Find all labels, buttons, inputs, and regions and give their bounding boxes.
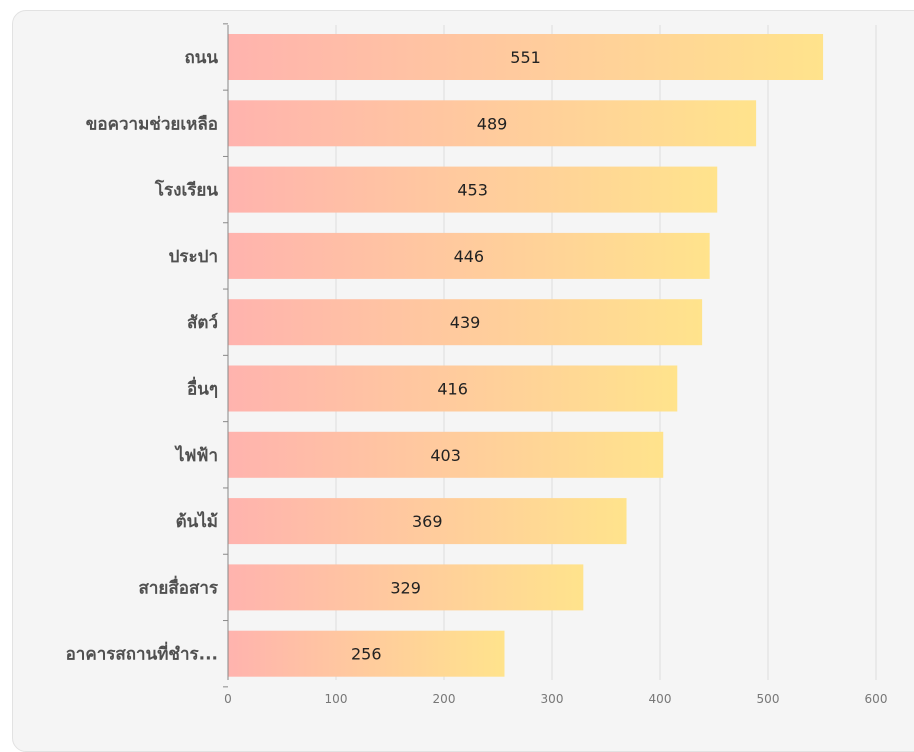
x-tick-label: 200 <box>433 692 456 706</box>
x-tick-label: 500 <box>757 692 780 706</box>
data-label: 453 <box>457 181 488 200</box>
bar[interactable] <box>228 564 584 611</box>
bar[interactable] <box>228 232 710 279</box>
data-label: 416 <box>437 380 468 399</box>
bar[interactable] <box>228 299 703 346</box>
bar[interactable] <box>228 630 505 677</box>
category-label: สัตว์ <box>187 312 218 333</box>
category-label: ขอความช่วยเหลือ <box>86 113 218 134</box>
bar[interactable] <box>228 431 664 478</box>
category-label: สายสื่อสาร <box>138 575 218 598</box>
bar[interactable] <box>228 100 757 147</box>
x-tick-label: 400 <box>649 692 672 706</box>
x-tick-label: 300 <box>541 692 564 706</box>
category-label: ไฟฟ้า <box>174 445 218 466</box>
data-label: 403 <box>430 446 461 465</box>
bar[interactable] <box>228 34 824 80</box>
labels: 0 100 200 300 400 500 600 ถนน 551 ขอความช่วยเหลือ… <box>66 48 888 706</box>
category-label: โรงเรียน <box>154 180 218 201</box>
category-label: อาคารสถานที่ชำร... <box>66 642 218 665</box>
axes <box>223 23 229 688</box>
data-label: 329 <box>390 578 421 597</box>
x-tick-label: 100 <box>325 692 348 706</box>
category-label: ต้นไม้ <box>176 511 218 532</box>
category-label: ถนน <box>184 48 218 68</box>
category-label: ประปา <box>169 247 218 267</box>
data-label: 439 <box>450 313 481 332</box>
bars <box>228 34 824 677</box>
data-label: 551 <box>510 48 541 67</box>
bar[interactable] <box>228 166 718 213</box>
x-tick-label: 0 <box>224 692 232 706</box>
bar-chart: 0 100 200 300 400 500 600 ถนน 551 ขอความช่วยเหลือ… <box>66 23 888 706</box>
data-label: 369 <box>412 512 443 531</box>
bar[interactable] <box>228 365 678 412</box>
bar[interactable] <box>228 498 627 545</box>
data-label: 256 <box>351 645 382 664</box>
data-label: 489 <box>477 114 508 133</box>
category-label: อื่นๆ <box>187 377 218 400</box>
data-label: 446 <box>454 247 485 266</box>
x-tick-label: 600 <box>865 692 888 706</box>
